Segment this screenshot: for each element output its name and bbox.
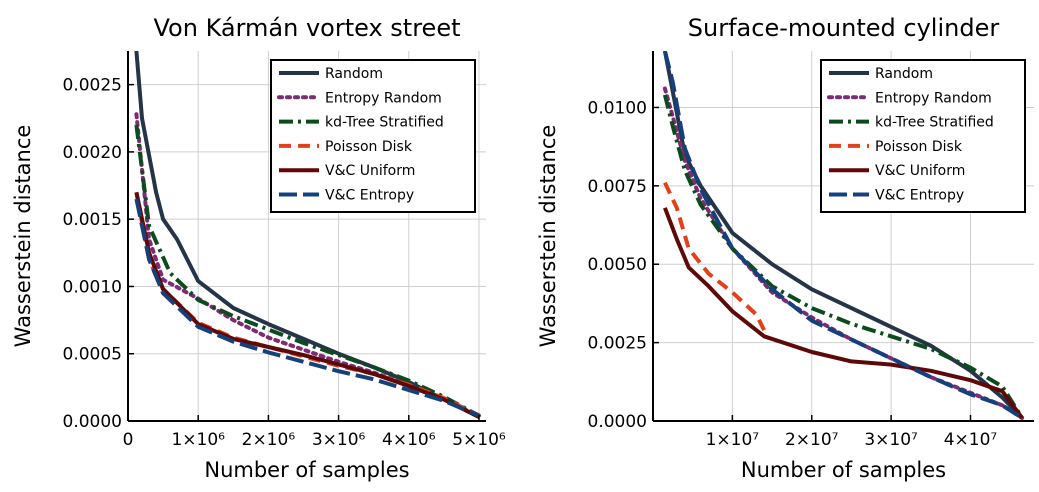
x-tick-label: 3×10⁷ [864,430,918,450]
legend: Random Entropy Random kd-Tree Stratified Po… [270,59,476,213]
legend-label: kd-Tree Stratified [875,115,994,131]
y-axis-label: Wasserstein distance [11,125,35,348]
y-tick-label: 0.0075 [588,177,647,197]
x-axis-label: Number of samples [741,458,946,482]
x-tick-label: 2×10⁶ [242,430,296,450]
chart-panel-1: 0 1×10⁶ 2×10⁶ 3×10⁶ 4×10⁶ 5×10⁶ 0.0000 0.0005 0.… [11,14,506,482]
y-tick-label: 0.0000 [588,412,647,432]
chart-panel-2: 1×10⁷ 2×10⁷ 3×10⁷ 4×10⁷ 0.0000 0.0025 0.0050 0.… [536,14,1034,482]
y-tick-label: 0.0020 [63,143,122,163]
x-tick-label: 5×10⁶ [452,430,506,450]
y-tick-label: 0.0025 [588,334,647,354]
legend-label: V&C Entropy [325,188,414,204]
legend-label: Entropy Random [325,90,442,106]
y-tick-label: 0.0000 [63,412,122,432]
series-line-v-c-uniform [663,207,1024,420]
series-line-kd-tree-stratified [134,124,480,418]
y-axis-label: Wasserstein distance [536,125,560,348]
legend-box [820,59,1026,213]
series-line-v-c-uniform [134,191,480,419]
legend-label: V&C Uniform [875,163,965,179]
x-tick-label: 0 [123,430,134,450]
x-axis-label: Number of samples [204,458,409,482]
series-line-v-c-entropy [134,198,480,418]
chart-title: Von Kármán vortex street [153,14,460,42]
legend-box [270,59,476,213]
legend-label: Random [875,66,933,82]
legend-label: Entropy Random [875,90,992,106]
series-group [134,51,481,419]
series-line-kd-tree-stratified [662,94,1024,419]
legend-label: V&C Entropy [875,188,964,204]
legend-label: Random [325,66,383,82]
x-tick-label: 4×10⁷ [944,430,998,450]
series-line-poisson-disk [663,181,766,331]
legend-label: V&C Uniform [325,163,415,179]
y-tick-label: 0.0015 [63,210,122,230]
legend: Random Entropy Random kd-Tree Stratified Po… [820,59,1026,213]
x-tick-label: 4×10⁶ [382,430,436,450]
series-line-poisson-disk [134,191,480,418]
legend-label: Poisson Disk [325,139,413,155]
y-tick-label: 0.0100 [588,98,647,118]
chart-title: Surface-mounted cylinder [688,14,1000,42]
x-tick-label: 2×10⁷ [785,430,839,450]
x-tick-label: 1×10⁷ [706,430,760,450]
y-tick-label: 0.0025 [63,76,122,96]
x-tick-label: 3×10⁶ [312,430,366,450]
legend-label: kd-Tree Stratified [325,115,444,131]
series-group [662,51,1025,420]
y-tick-label: 0.0010 [63,277,122,297]
legend-label: Poisson Disk [875,139,963,155]
series-line-v-c-entropy [662,51,1024,420]
y-tick-label: 0.0050 [588,255,647,275]
y-tick-label: 0.0005 [63,345,122,365]
series-line-random [662,51,1024,420]
x-tick-label: 1×10⁶ [171,430,225,450]
